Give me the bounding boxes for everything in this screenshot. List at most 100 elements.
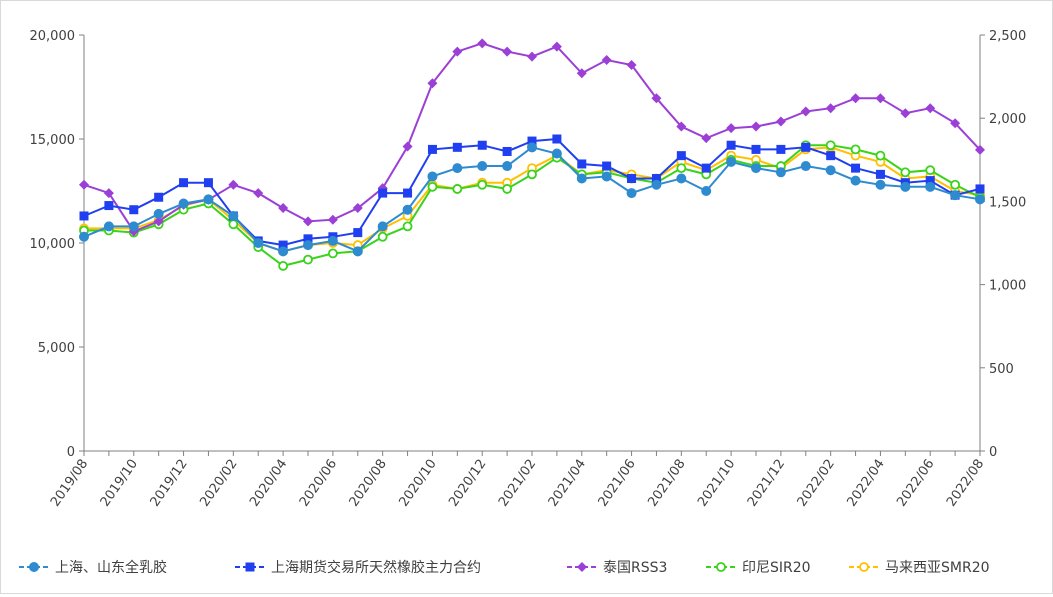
data-point [859,562,869,572]
data-point [900,167,911,178]
data-point [402,221,413,232]
x-tick-label: 2022/08 [944,457,987,510]
x-tick-label: 2020/12 [446,457,489,510]
data-point [203,194,214,205]
data-point [452,142,462,152]
data-point [502,146,512,156]
data-point [552,134,562,144]
data-point [626,59,637,70]
x-tick-label: 2022/04 [844,457,887,510]
y-left-tick-label: 5,000 [38,341,75,356]
data-point [153,208,164,219]
x-tick-label: 2021/02 [496,457,539,510]
data-point [701,163,711,173]
data-point [402,204,413,215]
data-point [303,240,313,251]
data-point [850,144,861,155]
data-point [775,116,786,127]
data-point [103,221,114,232]
data-point [178,198,189,209]
data-point [676,173,687,184]
data-point [950,190,961,201]
data-point [79,179,89,190]
data-point [851,163,861,173]
data-point [551,41,562,52]
series-5 [79,142,985,257]
series-line [83,137,981,247]
x-tick-label: 2021/04 [546,457,589,510]
y-right-tick-label: 1,500 [989,195,1026,210]
data-point [950,179,961,190]
y-left-tick-label: 10,000 [30,237,76,252]
data-point [800,161,811,172]
data-point [601,171,612,182]
data-point [278,246,289,257]
data-point [228,210,239,221]
data-point [676,151,686,161]
data-point [825,165,836,176]
data-point [153,216,164,227]
data-point [751,121,761,132]
legend-item-2: 上海期货交易所天然橡胶主力合约 [235,559,481,576]
legend: 上海、山东全乳胶 上海期货交易所天然橡胶主力合约 泰国RSS3 印尼SIR20 马来西亚… [19,559,990,576]
y-right-tick-label: 2,500 [989,29,1026,44]
data-point [651,93,662,104]
data-point [377,221,388,232]
x-tick-label: 2019/10 [98,457,141,510]
data-point [850,93,861,104]
data-point [925,103,936,114]
data-point [825,103,836,114]
data-point [128,221,139,232]
x-tick-label: 2021/12 [745,457,788,510]
data-point [975,194,985,205]
data-point [477,38,488,49]
data-point [651,174,661,184]
data-point [29,562,39,572]
x-tick-label: 2020/04 [247,457,290,510]
data-point [701,186,712,196]
data-point [427,78,438,89]
legend-label: 上海、山东全乳胶 [55,559,167,576]
data-point [104,201,114,211]
data-point [103,188,114,199]
y-left-tick-label: 15,000 [30,133,76,148]
data-point [875,150,886,161]
data-point [278,203,289,214]
data-point [950,118,961,129]
data-point [477,161,488,172]
data-point [502,161,513,172]
data-point [427,171,438,182]
data-point [875,179,886,190]
data-point [975,184,985,194]
data-point [925,165,936,176]
data-point [253,238,264,248]
data-point [527,51,537,62]
data-point [129,205,139,215]
data-point [403,188,413,198]
legend-label: 马来西亚SMR20 [885,560,990,576]
y-right-tick-label: 1,000 [989,279,1026,294]
data-point [327,214,338,225]
data-point [352,246,363,257]
data-point [378,188,388,198]
data-point [278,240,288,250]
data-point [527,136,537,146]
data-point [245,562,255,572]
x-tick-label: 2022/06 [894,457,937,510]
x-tick-label: 2020/10 [396,457,439,510]
data-point [502,184,513,194]
legend-item-4: 印尼SIR20 [706,560,811,576]
data-point [676,163,687,174]
data-point [825,140,836,151]
legend-label: 上海期货交易所天然橡胶主力合约 [271,559,481,576]
data-point [502,46,513,57]
data-point [303,254,313,265]
data-point [651,179,662,190]
data-point [676,121,687,132]
series-1 [79,142,985,257]
series-lines [79,38,985,271]
data-point [551,148,562,159]
y-right-tick-label: 500 [989,362,1014,377]
data-point [79,231,89,242]
